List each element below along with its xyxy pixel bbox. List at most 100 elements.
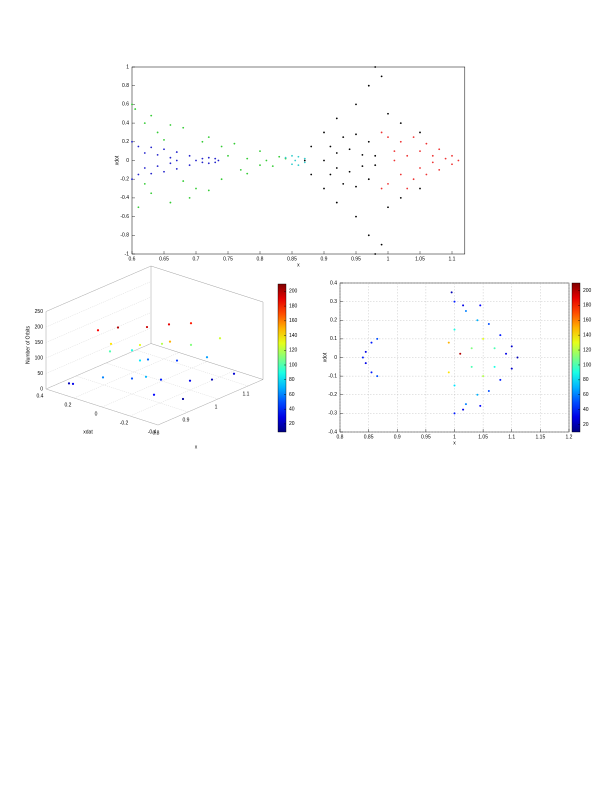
colorbar-tick-label: 140 [289,333,298,339]
colorbar-tick-label: 200 [583,288,592,294]
point [367,84,370,87]
point [156,153,159,156]
point [335,152,338,154]
point [457,159,460,162]
x-tick-label: 0.9 [321,256,328,262]
point [364,350,367,353]
y-tick-label: -0.2 [120,177,129,183]
point [310,173,313,176]
point [476,319,479,322]
point [355,215,357,218]
x-tick-label: 0.8 [153,430,160,436]
x-tick-label: 0.8 [337,434,344,440]
y-tick-label: 0 [334,355,337,361]
box-edge [150,265,264,303]
point [387,136,389,139]
point [207,156,210,159]
point [406,154,409,157]
point [294,159,297,162]
colorbar-tick-label: 180 [583,303,592,309]
box-edge [157,379,264,426]
point [335,117,338,120]
colorbar-tick-label: 160 [583,318,592,324]
x-tick-label: 1.1 [449,256,456,262]
point [335,201,338,204]
point [419,131,421,134]
point [303,159,306,162]
point [387,112,389,115]
x-tick-label: 1.2 [566,434,573,440]
point [303,157,306,160]
z-tick-label: 150 [35,340,44,346]
point [220,145,223,148]
y-tick-label: -0.2 [328,392,337,398]
point [348,170,351,173]
point [361,356,364,359]
point [131,178,133,181]
point [163,139,165,141]
point [453,412,456,415]
colorbar-tick-label: 140 [583,332,592,338]
point [159,378,163,381]
point [367,140,370,143]
y-axis-label: xdat [83,429,93,435]
point [130,349,134,352]
point [376,375,379,378]
point [380,243,383,246]
x-tick-label: 0.65 [159,256,169,262]
point [137,145,140,148]
z-tick-label: 0 [40,386,43,392]
point [431,161,434,164]
point [399,140,402,143]
point [370,371,373,374]
point [217,159,220,162]
point [207,136,210,139]
point [380,131,383,134]
point [493,347,496,350]
point [510,345,513,348]
point [367,234,370,237]
point [342,182,345,185]
point [374,164,377,167]
point [168,340,172,343]
point [380,187,383,190]
point [188,197,191,199]
point [195,187,197,190]
box-edge [45,343,152,390]
point [195,159,197,162]
point [399,173,402,176]
y-tick-label: -0.4 [148,429,157,435]
y-tick-label: -0.8 [120,233,129,239]
point [438,168,441,171]
point [380,75,383,78]
colorbar-tick-label: 100 [289,362,298,368]
point [143,152,146,154]
point [393,159,396,162]
x-tick-label: 0.8 [257,256,264,262]
point [109,342,113,345]
point [459,352,462,355]
point [462,408,465,411]
point [370,341,373,344]
point [329,173,332,176]
point [419,187,421,190]
point [278,155,281,158]
x-tick-label: 1.1 [508,434,515,440]
point [464,309,467,312]
x-tick-label: 1.1 [243,391,250,397]
point [145,325,149,329]
point [348,148,351,151]
point [499,378,502,381]
point [207,162,210,165]
point [150,114,153,117]
point [232,372,236,375]
colorbar-tick-label: 160 [289,318,298,324]
point [246,172,249,175]
point [182,180,185,182]
point [201,140,204,143]
point [374,253,377,255]
point [175,159,178,162]
y-axis-label: xdot [114,155,120,165]
x-tick-label: 0.75 [223,256,233,262]
